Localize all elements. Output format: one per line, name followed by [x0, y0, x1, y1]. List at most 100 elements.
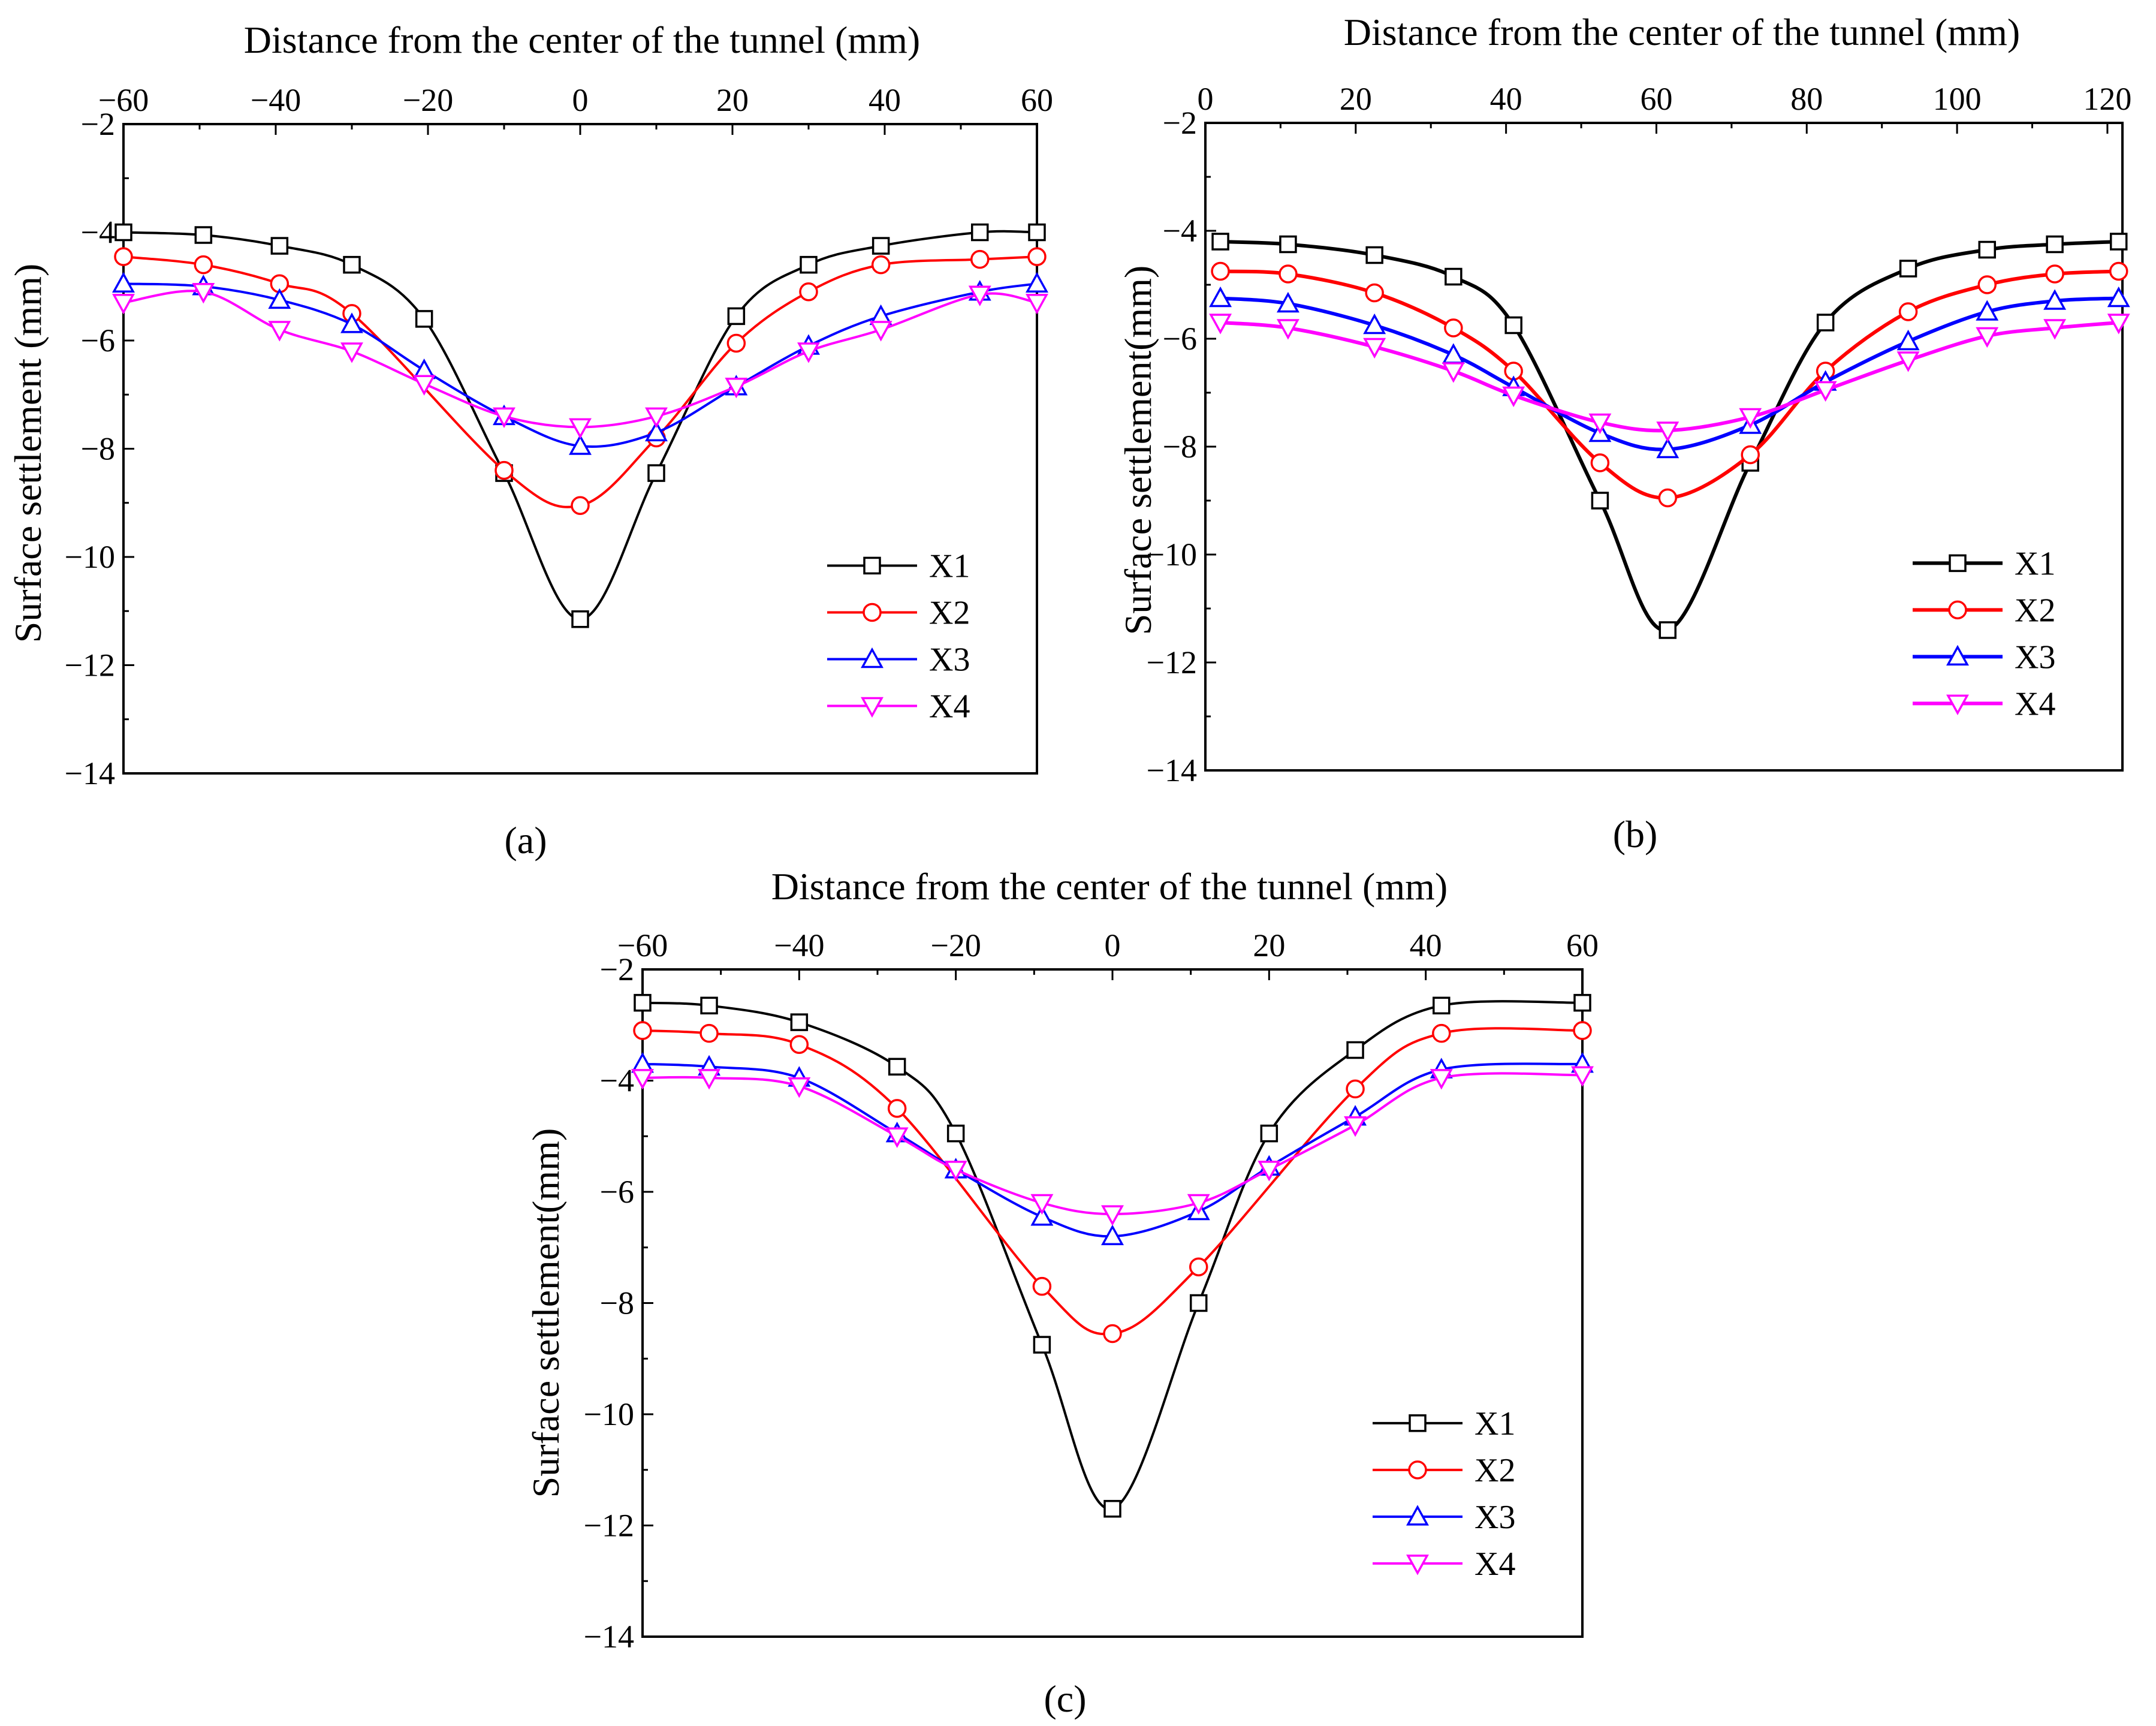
data-point-x1 — [270, 237, 289, 255]
data-point-x1 — [1260, 1124, 1278, 1143]
y-tick-label: −2 — [81, 106, 115, 142]
series-line-x2 — [123, 255, 1038, 508]
y-tick-label: −8 — [81, 431, 115, 467]
y-tick-label: −10 — [65, 539, 115, 575]
series-line-x2 — [1220, 269, 2119, 500]
data-point-x4 — [1588, 413, 1612, 435]
data-point-x4 — [2043, 319, 2067, 340]
data-point-x2 — [887, 1099, 907, 1118]
data-point-x4 — [698, 1069, 721, 1090]
chart-panel-a: Distance from the center of the tunnel (… — [7, 19, 1053, 862]
data-point-x4 — [1363, 338, 1386, 359]
data-point-x4 — [1026, 294, 1048, 315]
data-point-x2 — [1027, 247, 1047, 266]
legend-label-x1: X1 — [929, 547, 970, 585]
x-tick-label: 20 — [716, 82, 749, 118]
legend-marker-x4 — [861, 697, 883, 718]
data-point-x3 — [2043, 289, 2067, 310]
data-point-x2 — [871, 255, 891, 275]
legend-marker-x3 — [861, 647, 883, 668]
x-tick-label: 40 — [1490, 81, 1522, 117]
y-tick-label: −4 — [81, 215, 115, 251]
x-tick-label: 60 — [1021, 82, 1053, 118]
data-point-x1 — [1591, 492, 1609, 510]
data-point-x4 — [112, 294, 135, 315]
data-point-x1 — [343, 255, 361, 274]
data-point-x4 — [1502, 386, 1525, 408]
series-line-x2 — [642, 1027, 1583, 1336]
data-point-x1 — [1033, 1336, 1051, 1354]
data-point-x4 — [1430, 1069, 1453, 1090]
data-point-x4 — [1976, 327, 1999, 348]
data-point-x2 — [1898, 302, 1918, 321]
y-axis-title: Surface settlement(mm) — [1117, 266, 1159, 635]
legend-marker-x1 — [1949, 554, 1967, 573]
y-tick-label: −12 — [65, 647, 115, 683]
data-point-x1 — [727, 307, 746, 326]
data-point-x1 — [114, 223, 132, 242]
legend-label-x3: X3 — [2015, 638, 2055, 676]
y-tick-label: −14 — [65, 755, 115, 791]
legend-label-x2: X2 — [1474, 1452, 1515, 1489]
x-tick-label: 40 — [869, 82, 901, 118]
data-point-x4 — [1030, 1194, 1054, 1215]
y-axis-title: Surface settlement (mm) — [7, 264, 49, 643]
data-point-x4 — [1814, 381, 1837, 402]
data-point-x4 — [1442, 362, 1465, 383]
data-point-x3 — [1442, 343, 1465, 364]
data-point-x2 — [789, 1035, 809, 1054]
data-point-x1 — [1504, 316, 1522, 335]
chart-panel-c: Distance from the center of the tunnel (… — [524, 865, 1599, 1720]
data-point-x3 — [569, 434, 592, 455]
legend-label-x4: X4 — [2015, 685, 2055, 722]
legend-label-x1: X1 — [1474, 1405, 1515, 1442]
data-point-x2 — [1573, 1021, 1592, 1040]
data-point-x1 — [1573, 993, 1591, 1012]
data-point-x1 — [1028, 223, 1046, 242]
x-tick-label: 60 — [1566, 927, 1599, 963]
data-point-x2 — [633, 1021, 652, 1040]
x-tick-label: 40 — [1410, 927, 1442, 963]
data-point-x2 — [1346, 1079, 1365, 1099]
legend-marker-x2 — [863, 603, 882, 622]
data-point-x1 — [2046, 235, 2064, 254]
data-point-x3 — [645, 420, 668, 442]
data-point-x1 — [800, 255, 818, 274]
data-point-x1 — [634, 993, 652, 1012]
x-tick-label: 0 — [1105, 927, 1121, 963]
x-tick-label: 0 — [572, 82, 589, 118]
legend-label-x2: X2 — [2015, 592, 2055, 629]
x-tick-label: −40 — [774, 927, 824, 963]
x-axis-title: Distance from the center of the tunnel (… — [244, 19, 920, 61]
panel-label: (b) — [1613, 813, 1658, 856]
series-line-x4 — [642, 1072, 1583, 1216]
data-point-x2 — [571, 496, 590, 516]
data-point-x2 — [1365, 283, 1384, 303]
data-point-x3 — [1976, 300, 1999, 321]
x-tick-label: −20 — [930, 927, 981, 963]
data-point-x2 — [2045, 264, 2064, 284]
legend-marker-x1 — [863, 556, 881, 575]
legend-label-x2: X2 — [929, 594, 970, 631]
data-point-x4 — [1344, 1116, 1367, 1137]
data-point-x2 — [2109, 261, 2128, 281]
x-tick-label: −60 — [98, 82, 149, 118]
data-point-x1 — [2109, 233, 2128, 251]
y-tick-label: −4 — [600, 1063, 634, 1099]
data-point-x1 — [1279, 235, 1297, 254]
data-point-x1 — [194, 226, 213, 244]
chart-panel-b: Distance from the center of the tunnel (… — [1117, 11, 2131, 856]
data-point-x1 — [1445, 267, 1463, 286]
data-point-x1 — [971, 223, 989, 242]
data-point-x4 — [1209, 314, 1232, 335]
legend-marker-x3 — [1406, 1505, 1429, 1526]
x-tick-label: −60 — [617, 927, 668, 963]
data-point-x4 — [1571, 1066, 1594, 1087]
x-axis-title: Distance from the center of the tunnel (… — [1344, 11, 2020, 53]
data-point-x4 — [1656, 421, 1679, 442]
data-point-x2 — [1977, 275, 1997, 294]
data-point-x3 — [1276, 291, 1299, 313]
data-point-x4 — [268, 321, 291, 342]
data-point-x4 — [869, 321, 892, 342]
y-tick-label: −2 — [600, 951, 634, 987]
